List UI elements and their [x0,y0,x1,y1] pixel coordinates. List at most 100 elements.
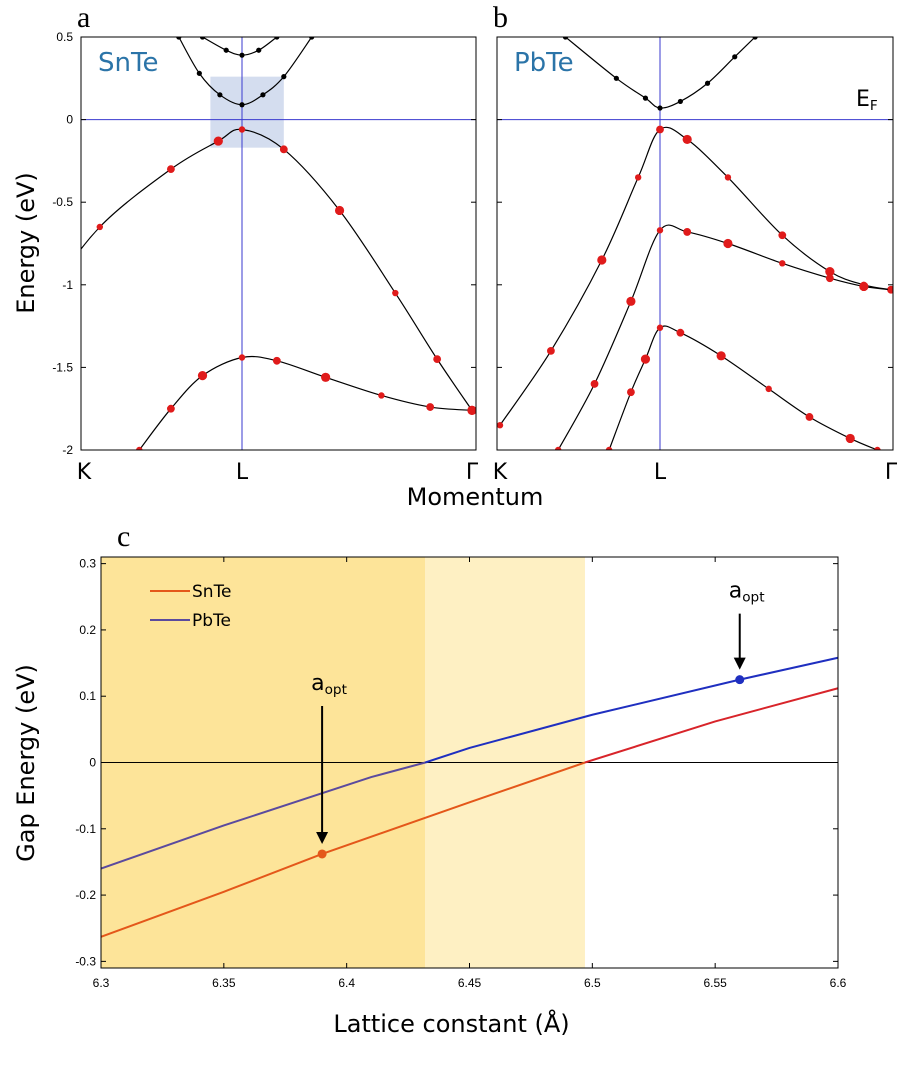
kpoint-label-K: K [77,460,92,485]
band-point [213,136,223,146]
series-line-PbTe-outside [424,656,839,764]
series-line-SnTe-outside [584,687,839,764]
band-point [634,174,642,181]
band-point [334,205,345,216]
material-label: SnTe [98,48,158,78]
band-point [256,47,262,53]
band-point [9,372,17,380]
band-point [656,227,664,234]
band-point [778,231,787,240]
band-line-1 [499,126,892,426]
band-point [197,371,208,381]
band-point [590,380,599,388]
band-line-3 [608,325,878,450]
band-point [716,351,726,361]
band-line-2 [557,224,892,450]
band-point [281,74,287,80]
opt-marker-1 [735,675,745,685]
band-point [732,54,738,60]
band-point [272,356,281,365]
a-opt-label-0: aopt [311,671,347,698]
y-tick-label: -0.3 [75,954,96,968]
band-point [682,134,692,145]
band-point [96,223,104,231]
band-point [238,354,246,361]
y-tick-label: 0 [66,113,73,127]
bands [497,37,893,450]
band-point [554,446,562,450]
subscript: opt [325,682,348,698]
y-tick-label: -0.1 [75,822,96,836]
x-tick-label: 6.3 [93,976,110,990]
x-tick-label: 6.55 [703,976,727,990]
band-point [321,372,331,382]
bands [9,37,476,450]
band-point [467,405,476,415]
fermi-label: EF [856,87,878,114]
band-point [136,446,143,450]
band-point [723,238,733,249]
fermi-label-main: E [856,87,870,112]
y-axis-title: Gap Energy (eV) [12,664,40,862]
panel-letter: b [493,1,508,34]
band-point [279,145,288,154]
opt-arrow-head-0 [316,831,329,844]
band-point [392,289,399,297]
band-point [656,324,664,331]
y-tick-label: 0.1 [79,689,96,703]
panel-frame [80,36,477,451]
panel-c: 6.3 6.35 6.4 6.45 6.5 6.55 6.6 0.3 0.2 0.1 0 -0.1 -0… [12,520,847,1038]
band-point [677,98,683,105]
band-point [167,404,175,413]
band-point [309,37,315,40]
band-point [825,274,834,283]
subscript: F [870,98,878,114]
band-point [426,403,435,411]
a-opt-main: a [729,579,742,604]
panel-frame [496,36,894,451]
x-tick-label: 6.5 [584,976,601,990]
band-point [676,328,685,337]
kpoint-label-Γ: Γ [885,460,898,485]
band-point [562,37,569,40]
band-point [779,260,786,267]
band-point [433,355,442,364]
kpoint-label-L: L [236,460,249,485]
band-point [239,102,245,108]
y-tick-label: -1.5 [52,360,73,374]
x-tick-label: 6.35 [212,976,236,990]
band-point [656,125,664,134]
band-point [752,37,758,40]
band-point [845,433,855,444]
band-point [605,446,613,450]
y-tick-label: -0.5 [52,195,73,209]
band-point [547,346,555,355]
band-point [217,92,223,98]
band-point [657,105,663,111]
opt-marker-0 [317,849,327,859]
band-point [859,281,869,292]
a-opt-label-1: aopt [729,579,765,606]
legend-label-SnTe: SnTe [192,582,232,602]
band-point [167,165,175,174]
band-point [497,422,504,429]
y-tick-label: 0.3 [79,557,96,571]
band-point [196,70,202,76]
band-point [642,95,649,101]
band-point [887,286,893,293]
band-point [378,392,385,399]
y-tick-label: -0.2 [75,888,96,902]
y-tick-label: 0.2 [79,623,96,637]
x-axis-title-momentum: Momentum [407,483,544,511]
band-point [626,296,636,306]
a-opt-main: a [311,671,324,696]
material-label: PbTe [514,48,574,78]
band-line-1 [202,37,278,56]
kpoint-label-L: L [654,460,667,485]
band-point [199,37,206,40]
band-point [825,266,835,277]
band-point [765,385,772,393]
